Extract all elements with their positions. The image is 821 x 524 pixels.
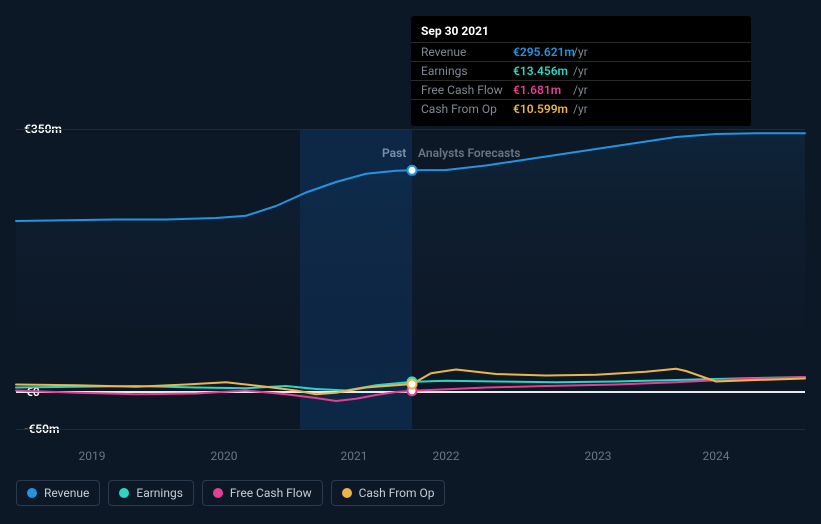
x-axis-tick: 2023: [585, 449, 612, 463]
financial-chart: Sep 30 2021 Revenue€295.621m/yrEarnings€…: [0, 0, 821, 524]
tooltip-metric-label: Earnings: [421, 64, 513, 78]
tooltip-metric-label: Revenue: [421, 45, 513, 59]
tooltip-metric-value: €13.456m: [513, 64, 571, 78]
legend-item-free-cash-flow[interactable]: Free Cash Flow: [202, 480, 323, 506]
legend-label: Revenue: [44, 486, 89, 500]
tooltip-row: Revenue€295.621m/yr: [411, 42, 751, 61]
x-axis-tick: 2021: [341, 449, 368, 463]
tooltip-date: Sep 30 2021: [411, 24, 751, 42]
tooltip-metric-label: Cash From Op: [421, 102, 513, 116]
tooltip-metric-unit: /yr: [573, 64, 588, 78]
legend-swatch-icon: [27, 488, 37, 498]
tooltip-row: Earnings€13.456m/yr: [411, 61, 751, 80]
legend-swatch-icon: [342, 488, 352, 498]
legend-label: Free Cash Flow: [230, 486, 312, 500]
tooltip-row: Free Cash Flow€1.681m/yr: [411, 80, 751, 99]
legend-label: Cash From Op: [359, 486, 435, 500]
tooltip-row: Cash From Op€10.599m/yr: [411, 99, 751, 118]
tooltip-metric-value: €295.621m: [513, 45, 571, 59]
x-axis-tick: 2020: [211, 449, 238, 463]
tooltip-metric-value: €10.599m: [513, 102, 571, 116]
tooltip-metric-unit: /yr: [573, 45, 588, 59]
tooltip-metric-label: Free Cash Flow: [421, 83, 513, 97]
x-axis-tick: 2019: [79, 449, 106, 463]
chart-tooltip: Sep 30 2021 Revenue€295.621m/yrEarnings€…: [411, 16, 751, 126]
legend-label: Earnings: [136, 486, 183, 500]
x-axis-tick: 2022: [433, 449, 460, 463]
legend-swatch-icon: [213, 488, 223, 498]
legend-item-cash-from-op[interactable]: Cash From Op: [331, 480, 446, 506]
chart-plot-area: [16, 129, 805, 429]
tooltip-metric-unit: /yr: [573, 83, 588, 97]
chart-legend: Revenue Earnings Free Cash Flow Cash From O…: [16, 480, 445, 506]
tooltip-metric-unit: /yr: [573, 102, 588, 116]
legend-swatch-icon: [119, 488, 129, 498]
tooltip-metric-value: €1.681m: [513, 83, 571, 97]
x-axis-tick: 2024: [703, 449, 730, 463]
legend-item-revenue[interactable]: Revenue: [16, 480, 100, 506]
legend-item-earnings[interactable]: Earnings: [108, 480, 194, 506]
